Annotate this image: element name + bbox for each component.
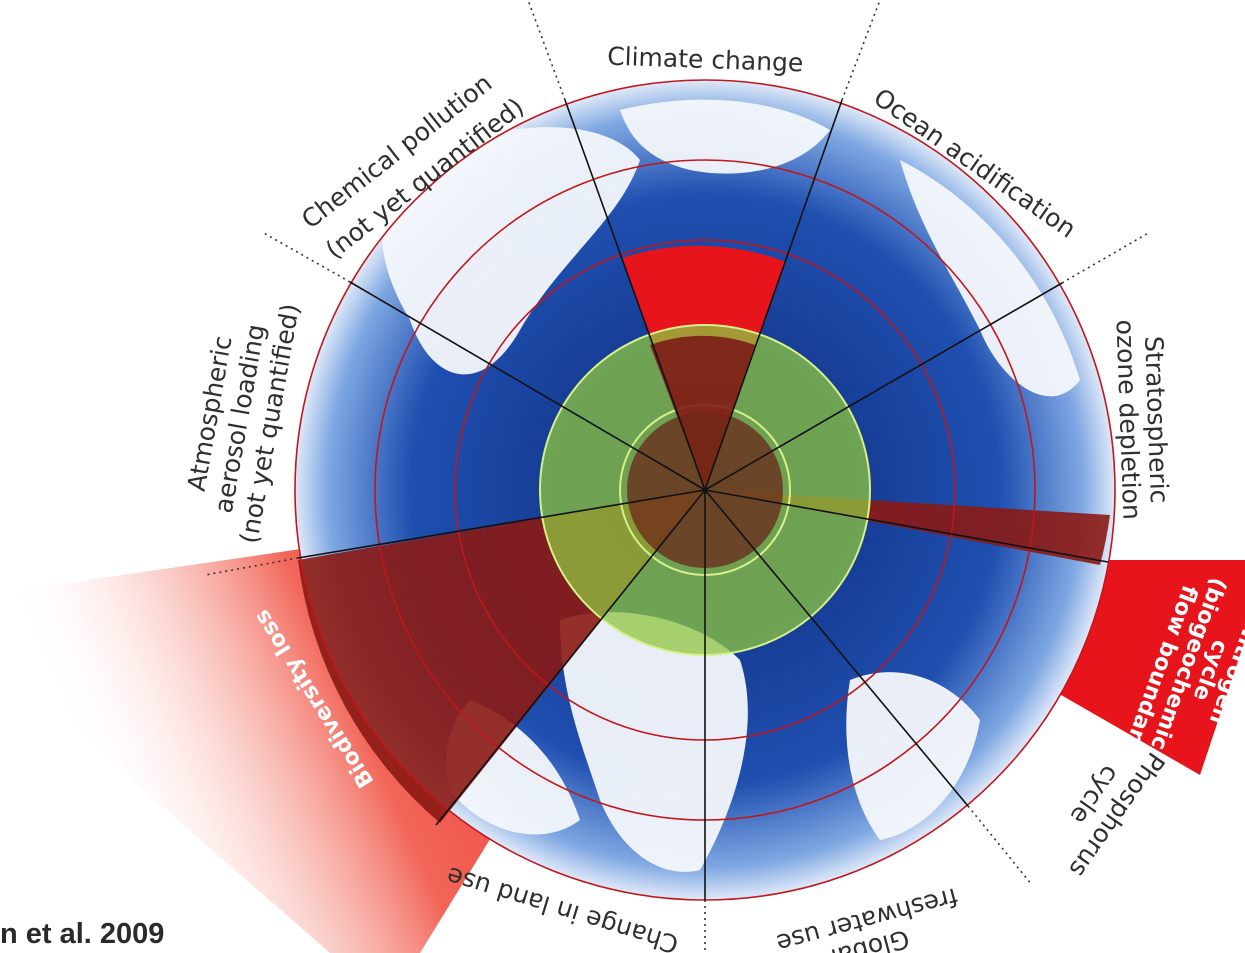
sector-lines	[297, 99, 1109, 900]
label-ozone-line1: Stratospheric	[1139, 336, 1174, 504]
citation: n et al. 2009	[0, 918, 165, 950]
label-climate-change: Climate change	[607, 42, 804, 78]
dotted-extensions	[204, 0, 1151, 953]
label-ozone-line2: ozone depletion	[1111, 319, 1147, 520]
